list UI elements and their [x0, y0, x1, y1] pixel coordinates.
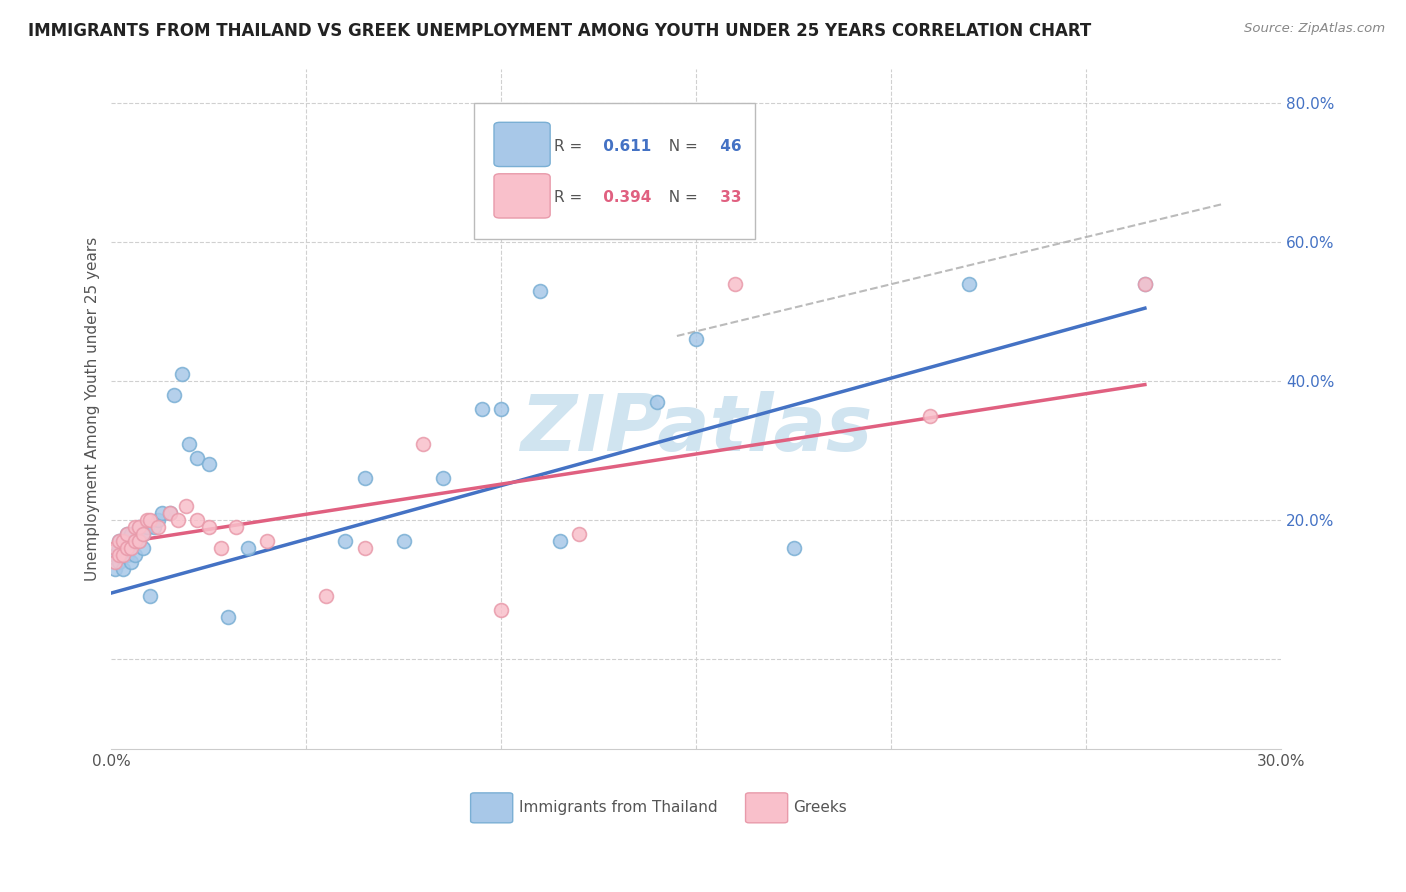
Point — [166, 513, 188, 527]
Point — [920, 409, 942, 423]
Point — [104, 555, 127, 569]
Point — [491, 603, 513, 617]
Point — [135, 520, 157, 534]
Point — [198, 520, 221, 534]
Point — [432, 471, 454, 485]
Point — [135, 513, 157, 527]
Point — [150, 506, 173, 520]
Point — [115, 527, 138, 541]
Point — [104, 562, 127, 576]
Point — [412, 436, 434, 450]
Text: IMMIGRANTS FROM THAILAND VS GREEK UNEMPLOYMENT AMONG YOUTH UNDER 25 YEARS CORREL: IMMIGRANTS FROM THAILAND VS GREEK UNEMPL… — [28, 22, 1091, 40]
Point — [112, 548, 135, 562]
Point — [685, 333, 707, 347]
Point — [115, 548, 138, 562]
Point — [225, 520, 247, 534]
FancyBboxPatch shape — [494, 174, 550, 218]
FancyBboxPatch shape — [494, 122, 550, 167]
Point — [112, 562, 135, 576]
Point — [198, 458, 221, 472]
Point — [491, 401, 513, 416]
Point — [131, 541, 153, 555]
Text: N =: N = — [659, 190, 697, 205]
Point — [115, 541, 138, 555]
Point — [179, 436, 201, 450]
Point — [124, 533, 146, 548]
Point — [209, 541, 232, 555]
Point — [354, 541, 377, 555]
Text: 0.394: 0.394 — [598, 190, 651, 205]
Point — [108, 555, 131, 569]
Point — [315, 590, 337, 604]
Point — [131, 527, 153, 541]
Point — [139, 513, 162, 527]
Point — [112, 533, 135, 548]
Point — [128, 520, 150, 534]
Point — [217, 610, 239, 624]
Point — [108, 533, 131, 548]
Point — [1133, 277, 1156, 291]
Point — [124, 520, 146, 534]
Point — [108, 533, 131, 548]
FancyBboxPatch shape — [474, 103, 755, 239]
Point — [128, 533, 150, 548]
Point — [186, 513, 208, 527]
Point — [471, 401, 494, 416]
Point — [174, 499, 197, 513]
Point — [128, 520, 150, 534]
Point — [256, 533, 278, 548]
Point — [104, 548, 127, 562]
Point — [170, 367, 193, 381]
Text: N =: N = — [659, 138, 697, 153]
FancyBboxPatch shape — [745, 793, 787, 822]
Point — [143, 520, 166, 534]
Point — [783, 541, 806, 555]
Point — [120, 555, 142, 569]
Text: ZIPatlas: ZIPatlas — [520, 392, 873, 467]
Point — [1133, 277, 1156, 291]
Point — [112, 548, 135, 562]
Point — [124, 548, 146, 562]
Point — [112, 533, 135, 548]
Point — [159, 506, 181, 520]
Text: 33: 33 — [716, 190, 741, 205]
Text: 0.611: 0.611 — [598, 138, 651, 153]
Point — [108, 548, 131, 562]
Point — [957, 277, 980, 291]
Point — [724, 277, 747, 291]
Point — [120, 541, 142, 555]
Point — [108, 541, 131, 555]
Point — [568, 527, 591, 541]
Point — [392, 533, 415, 548]
Text: Greeks: Greeks — [793, 799, 848, 814]
Point — [120, 527, 142, 541]
Point — [124, 533, 146, 548]
Point — [139, 590, 162, 604]
Point — [115, 533, 138, 548]
Point — [354, 471, 377, 485]
FancyBboxPatch shape — [471, 793, 513, 822]
Text: Immigrants from Thailand: Immigrants from Thailand — [519, 799, 717, 814]
Point — [163, 388, 186, 402]
Point — [548, 533, 571, 548]
Point — [148, 513, 170, 527]
Text: R =: R = — [554, 138, 582, 153]
Point — [148, 520, 170, 534]
Point — [335, 533, 357, 548]
Point — [159, 506, 181, 520]
Point — [104, 541, 127, 555]
Point — [128, 533, 150, 548]
Text: 46: 46 — [716, 138, 742, 153]
Point — [186, 450, 208, 465]
Point — [131, 527, 153, 541]
Point — [236, 541, 259, 555]
Text: Source: ZipAtlas.com: Source: ZipAtlas.com — [1244, 22, 1385, 36]
Point — [647, 395, 669, 409]
Point — [529, 284, 551, 298]
Point — [120, 541, 142, 555]
Point — [115, 527, 138, 541]
Text: R =: R = — [554, 190, 582, 205]
Y-axis label: Unemployment Among Youth under 25 years: Unemployment Among Youth under 25 years — [86, 236, 100, 581]
